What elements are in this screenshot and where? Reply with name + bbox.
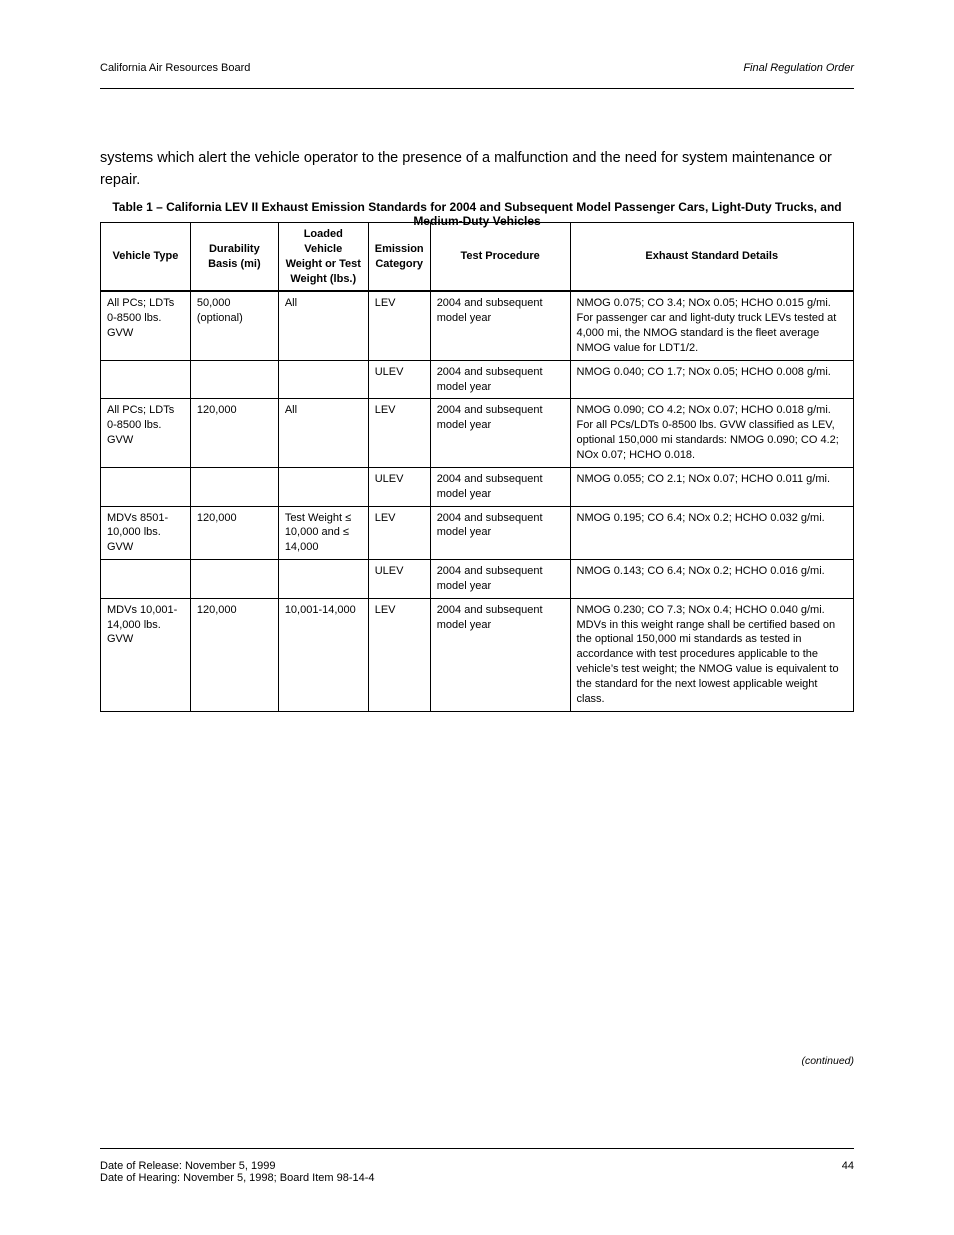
- intro-paragraph: systems which alert the vehicle operator…: [100, 148, 854, 192]
- cell: [190, 467, 278, 506]
- cell: NMOG 0.055; CO 2.1; NOx 0.07; HCHO 0.011…: [570, 467, 854, 506]
- cell: LEV: [368, 399, 430, 467]
- cell: Test Weight ≤ 10,000 and ≤ 14,000: [278, 506, 368, 560]
- cell: LEV: [368, 291, 430, 360]
- cell: NMOG 0.195; CO 6.4; NOx 0.2; HCHO 0.032 …: [570, 506, 854, 560]
- cell: LEV: [368, 598, 430, 711]
- table-row: ULEV 2004 and subsequent model year NMOG…: [101, 467, 854, 506]
- footer-rule: [100, 1148, 854, 1149]
- page-number: 44: [842, 1160, 854, 1172]
- table-row: ULEV 2004 and subsequent model year NMOG…: [101, 360, 854, 399]
- cell: ULEV: [368, 560, 430, 599]
- cell: 120,000: [190, 598, 278, 711]
- cell: LEV: [368, 506, 430, 560]
- cell: MDVs 8501-10,000 lbs. GVW: [101, 506, 191, 560]
- cell: 50,000 (optional): [190, 291, 278, 360]
- cell: [278, 360, 368, 399]
- col-header: Test Procedure: [430, 223, 570, 292]
- footer-docinfo: Date of Hearing: November 5, 1998; Board…: [100, 1172, 375, 1184]
- cell: 10,001-14,000: [278, 598, 368, 711]
- cell: 2004 and subsequent model year: [430, 399, 570, 467]
- col-header: Loaded Vehicle Weight or Test Weight (lb…: [278, 223, 368, 292]
- cell: NMOG 0.230; CO 7.3; NOx 0.4; HCHO 0.040 …: [570, 598, 854, 711]
- table-header-row: Vehicle Type Durability Basis (mi) Loade…: [101, 223, 854, 292]
- page: California Air Resources Board Final Reg…: [0, 0, 954, 1235]
- cell: 2004 and subsequent model year: [430, 467, 570, 506]
- cell: All PCs; LDTs 0-8500 lbs. GVW: [101, 399, 191, 467]
- cell: [190, 560, 278, 599]
- table-row: MDVs 8501-10,000 lbs. GVW 120,000 Test W…: [101, 506, 854, 560]
- col-header: Emission Category: [368, 223, 430, 292]
- cell: NMOG 0.075; CO 3.4; NOx 0.05; HCHO 0.015…: [570, 291, 854, 360]
- cell: [101, 360, 191, 399]
- cell: NMOG 0.090; CO 4.2; NOx 0.07; HCHO 0.018…: [570, 399, 854, 467]
- cell: 2004 and subsequent model year: [430, 560, 570, 599]
- table-row: All PCs; LDTs 0-8500 lbs. GVW 120,000 Al…: [101, 399, 854, 467]
- cell: All PCs; LDTs 0-8500 lbs. GVW: [101, 291, 191, 360]
- cell: [101, 560, 191, 599]
- cell: ULEV: [368, 360, 430, 399]
- continued-label: (continued): [801, 1055, 854, 1067]
- cell: MDVs 10,001-14,000 lbs. GVW: [101, 598, 191, 711]
- standards-table: Vehicle Type Durability Basis (mi) Loade…: [100, 222, 854, 712]
- cell: 120,000: [190, 506, 278, 560]
- table-row: All PCs; LDTs 0-8500 lbs. GVW 50,000 (op…: [101, 291, 854, 360]
- cell: 2004 and subsequent model year: [430, 360, 570, 399]
- cell: All: [278, 399, 368, 467]
- table-body: All PCs; LDTs 0-8500 lbs. GVW 50,000 (op…: [101, 291, 854, 711]
- cell: 2004 and subsequent model year: [430, 598, 570, 711]
- table-row: ULEV 2004 and subsequent model year NMOG…: [101, 560, 854, 599]
- cell: [278, 560, 368, 599]
- cell: ULEV: [368, 467, 430, 506]
- cell: 2004 and subsequent model year: [430, 506, 570, 560]
- header-left: California Air Resources Board: [100, 62, 250, 74]
- col-header: Exhaust Standard Details: [570, 223, 854, 292]
- col-header: Vehicle Type: [101, 223, 191, 292]
- cell: [278, 467, 368, 506]
- cell: NMOG 0.143; CO 6.4; NOx 0.2; HCHO 0.016 …: [570, 560, 854, 599]
- cell: [101, 467, 191, 506]
- header-right: Final Regulation Order: [743, 62, 854, 74]
- cell: 2004 and subsequent model year: [430, 291, 570, 360]
- cell: All: [278, 291, 368, 360]
- header-rule: [100, 88, 854, 89]
- cell: NMOG 0.040; CO 1.7; NOx 0.05; HCHO 0.008…: [570, 360, 854, 399]
- table-row: MDVs 10,001-14,000 lbs. GVW 120,000 10,0…: [101, 598, 854, 711]
- footer-release: Date of Release: November 5, 1999: [100, 1160, 375, 1172]
- col-header: Durability Basis (mi): [190, 223, 278, 292]
- footer-left: Date of Release: November 5, 1999 Date o…: [100, 1160, 375, 1184]
- cell: 120,000: [190, 399, 278, 467]
- cell: [190, 360, 278, 399]
